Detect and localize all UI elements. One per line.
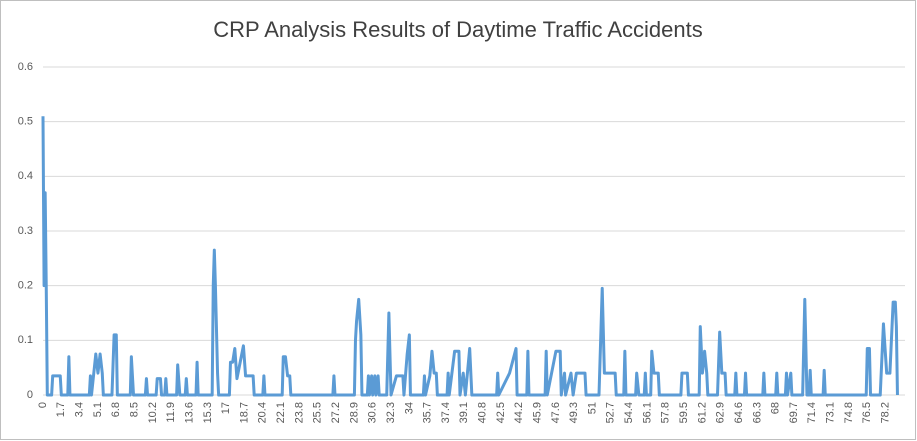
y-tick-label: 0.4 (18, 170, 33, 182)
x-tick-label: 61.2 (696, 402, 708, 423)
x-tick-label: 78.2 (880, 402, 892, 423)
x-tick-label: 23.8 (293, 402, 305, 423)
x-tick-label: 52.7 (605, 402, 617, 423)
x-tick-label: 45.9 (531, 402, 543, 423)
x-tick-label: 27.2 (330, 402, 342, 423)
x-tick-label: 49.3 (568, 402, 580, 423)
x-tick-label: 18.7 (238, 402, 250, 423)
y-tick-label: 0.2 (18, 280, 33, 292)
x-tick-label: 10.2 (147, 402, 159, 423)
x-tick-label: 32.3 (385, 402, 397, 423)
x-tick-label: 35.7 (422, 402, 434, 423)
x-tick-label: 42.5 (495, 402, 507, 423)
x-tick-label: 47.6 (550, 402, 562, 423)
x-tick-label: 54.4 (623, 402, 635, 423)
x-tick-label: 51 (586, 402, 598, 414)
data-line (41, 116, 899, 397)
x-tick-label: 74.8 (843, 402, 855, 423)
y-tick-label: 0.3 (18, 225, 33, 237)
x-tick-label: 57.8 (660, 402, 672, 423)
x-tick-label: 11.9 (165, 402, 177, 423)
x-tick-label: 59.5 (678, 402, 690, 423)
x-tick-label: 25.5 (312, 402, 324, 423)
chart-title: CRP Analysis Results of Daytime Traffic … (213, 17, 703, 42)
y-tick-label: 0.6 (18, 61, 33, 73)
x-tick-label: 13.6 (183, 402, 195, 423)
y-tick-label: 0 (27, 389, 33, 401)
x-tick-label: 8.5 (128, 402, 140, 417)
x-tick-label: 39.1 (458, 402, 470, 423)
x-tick-label: 1.7 (55, 402, 67, 417)
y-tick-label: 0.5 (18, 116, 33, 128)
y-tick-label: 0.1 (18, 334, 33, 346)
x-tick-label: 66.3 (751, 402, 763, 423)
x-tick-label: 3.4 (74, 402, 86, 417)
x-tick-label: 37.4 (440, 402, 452, 423)
x-tick-label: 64.6 (733, 402, 745, 423)
x-tick-label: 5.1 (92, 402, 104, 417)
x-tick-label: 6.8 (110, 402, 122, 417)
x-tick-label: 68 (770, 402, 782, 414)
x-tick-label: 30.6 (367, 402, 379, 423)
x-tick-label: 0 (37, 402, 49, 408)
x-tick-label: 73.1 (825, 402, 837, 423)
x-tick-label: 62.9 (715, 402, 727, 423)
x-tick-label: 17 (220, 402, 232, 414)
x-tick-label: 40.8 (477, 402, 489, 423)
x-tick-label: 71.4 (806, 402, 818, 423)
x-tick-label: 56.1 (641, 402, 653, 423)
x-tick-label: 28.9 (348, 402, 360, 423)
x-tick-label: 20.4 (257, 402, 269, 423)
x-tick-label: 22.1 (275, 402, 287, 423)
x-tick-label: 15.3 (202, 402, 214, 423)
x-tick-label: 76.5 (861, 402, 873, 423)
x-tick-label: 69.7 (788, 402, 800, 423)
x-tick-label: 44.2 (513, 402, 525, 423)
x-tick-label: 34 (403, 402, 415, 414)
